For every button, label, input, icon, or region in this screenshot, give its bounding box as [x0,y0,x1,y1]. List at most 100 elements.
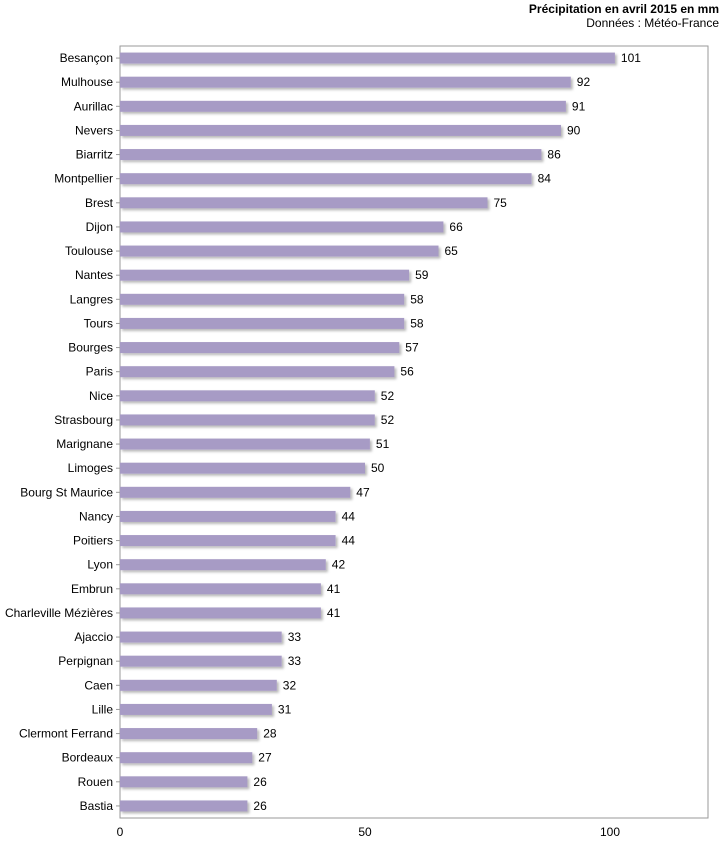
bar [120,390,375,402]
value-label: 58 [410,292,424,306]
bar [120,703,272,715]
category-label: Strasbourg [54,413,113,427]
category-label: Poitiers [73,534,113,548]
value-label: 90 [567,123,581,137]
category-label: Bourges [68,341,113,355]
category-label: Nantes [75,268,113,282]
value-label: 92 [577,75,591,89]
value-label: 91 [572,99,586,113]
x-tick-label: 50 [358,825,372,839]
category-label: Bourg St Maurice [20,485,113,499]
bar [120,510,336,522]
value-label: 27 [258,751,272,765]
category-label: Nice [89,389,113,403]
category-label: Dijon [86,220,113,234]
value-label: 57 [405,341,419,355]
value-label: 32 [283,678,297,692]
bar [120,438,370,450]
value-label: 41 [327,606,341,620]
value-label: 26 [253,799,267,813]
chart-title: Précipitation en avril 2015 en mm [528,2,719,16]
category-label: Nancy [79,509,113,523]
bar [120,149,542,161]
value-label: 56 [400,365,414,379]
category-label: Caen [84,678,113,692]
value-label: 101 [621,51,641,65]
x-tick-label: 0 [117,825,124,839]
bar [120,655,282,667]
bar [120,776,248,788]
bar [120,245,439,257]
bar [120,317,405,329]
value-label: 51 [376,437,390,451]
category-label: Limoges [68,461,113,475]
value-label: 41 [327,582,341,596]
bar [120,124,561,136]
category-label: Rouen [78,775,113,789]
value-label: 28 [263,727,277,741]
bar [120,100,566,112]
category-label: Paris [86,365,113,379]
category-label: Clermont Ferrand [19,727,113,741]
category-label: Lille [92,702,114,716]
value-label: 26 [253,775,267,789]
category-label: Biarritz [76,148,113,162]
bar [120,197,488,209]
bar [120,269,410,281]
bar [120,800,248,812]
category-label: Ajaccio [74,630,113,644]
bar [120,462,365,474]
value-label: 44 [342,509,356,523]
value-label: 42 [332,558,346,572]
category-label: Nevers [75,123,113,137]
bar [120,728,258,740]
bar [120,583,321,595]
bar [120,414,375,426]
category-label: Aurillac [74,99,113,113]
value-label: 44 [342,534,356,548]
bar [120,752,253,764]
value-label: 86 [547,148,561,162]
bar [120,559,326,571]
category-label: Embrun [71,582,113,596]
value-label: 58 [410,316,424,330]
category-label: Mulhouse [61,75,113,89]
bar [120,486,351,498]
bar [120,173,532,185]
category-label: Perpignan [58,654,113,668]
bar [120,221,444,233]
category-label: Brest [85,196,114,210]
value-label: 66 [449,220,463,234]
bar [120,679,277,691]
category-label: Lyon [87,558,113,572]
bar [120,52,615,64]
chart-subtitle: Données : Météo-France [586,16,719,30]
value-label: 84 [538,172,552,186]
bar [120,631,282,643]
value-label: 33 [288,654,302,668]
category-label: Bastia [80,799,114,813]
value-label: 65 [445,244,459,258]
value-label: 33 [288,630,302,644]
category-label: Charleville Mézières [5,606,113,620]
value-label: 31 [278,702,292,716]
value-label: 75 [494,196,508,210]
value-label: 52 [381,389,395,403]
bar [120,342,400,354]
category-label: Marignane [56,437,113,451]
bar [120,76,571,88]
value-label: 47 [356,485,370,499]
category-label: Toulouse [65,244,113,258]
bar [120,535,336,547]
category-label: Montpellier [54,172,113,186]
category-label: Besançon [60,51,113,65]
x-tick-label: 100 [600,825,620,839]
category-label: Tours [84,316,113,330]
value-label: 59 [415,268,429,282]
bar [120,366,395,378]
value-label: 52 [381,413,395,427]
value-label: 50 [371,461,385,475]
bar [120,607,321,619]
category-label: Bordeaux [62,751,113,765]
